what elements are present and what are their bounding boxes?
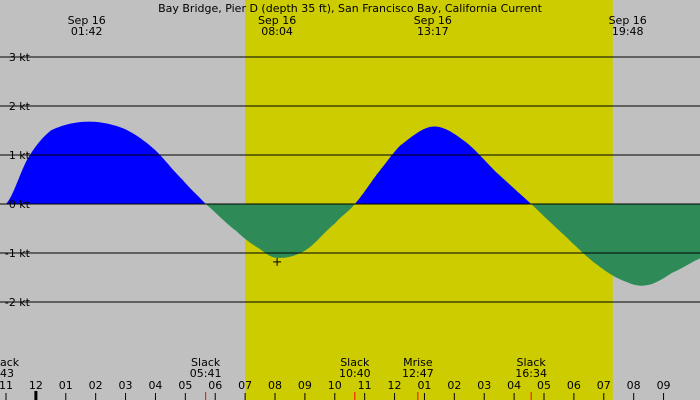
x-tick-label-12: 11 [358,379,372,392]
max-min-date-1: Sep 16 [258,14,296,27]
max-min-time-2: 13:17 [417,25,449,38]
max-min-date-3: Sep 16 [609,14,647,27]
max-min-time-0: 01:42 [71,25,103,38]
ebb-area-1 [205,204,355,258]
event-name-0: ack [0,356,20,369]
x-tick-label-13: 12 [388,379,402,392]
event-name-3: Mrise [403,356,433,369]
event-name-4: Slack [517,356,547,369]
x-tick-label-2: 01 [59,379,73,392]
x-tick-label-7: 06 [208,379,222,392]
chart-title: Bay Bridge, Pier D (depth 35 ft), San Fr… [158,2,543,15]
flood-area-0 [6,121,206,204]
y-axis: 3 kt 2 kt 1 kt 0 kt -1 kt -2 kt [5,51,31,309]
y-tick-label-2: 1 kt [9,149,31,162]
y-tick-label-4: -1 kt [5,247,31,260]
y-tick-label-0: 3 kt [9,51,31,64]
max-min-date-2: Sep 16 [414,14,452,27]
y-tick-label-5: -2 kt [5,296,31,309]
x-tick-label-20: 07 [597,379,611,392]
x-tick-label-16: 03 [477,379,491,392]
x-tick-label-22: 09 [657,379,671,392]
grid-lines [0,56,700,303]
max-min-time-3: 19:48 [612,25,644,38]
ebb-area-3 [531,204,700,286]
x-tick-label-4: 03 [119,379,133,392]
x-tick-label-11: 10 [328,379,342,392]
event-name-1: Slack [191,356,221,369]
event-time-0: 43 [0,367,14,380]
x-tick-label-6: 05 [178,379,192,392]
x-tick-label-15: 02 [447,379,461,392]
event-labels: ack43Slack05:41Slack10:40Mrise12:47Slack… [0,356,547,400]
flood-area-2 [354,126,532,204]
x-tick-label-19: 06 [567,379,581,392]
y-tick-label-3: 0 kt [9,198,31,211]
current-curve [6,121,700,286]
x-tick-label-9: 08 [268,379,282,392]
x-tick-label-3: 02 [89,379,103,392]
markers [273,257,282,266]
x-tick-label-8: 07 [238,379,252,392]
max-min-date-0: Sep 16 [68,14,106,27]
event-time-3: 12:47 [402,367,434,380]
x-tick-label-0: 11 [0,379,13,392]
x-tick-label-10: 09 [298,379,312,392]
event-time-1: 05:41 [190,367,222,380]
max-min-time-1: 08:04 [261,25,293,38]
x-tick-label-14: 01 [417,379,431,392]
x-tick-label-17: 04 [507,379,521,392]
x-tick-label-5: 04 [148,379,162,392]
event-time-2: 10:40 [339,367,371,380]
event-name-2: Slack [340,356,370,369]
x-axis: 11 12 01 02 03 04 05 06 07 08 09 10 11 12 01 02 03 04 05 06… [0,379,671,400]
y-tick-label-1: 2 kt [9,100,31,113]
x-tick-label-1: 12 [29,379,43,392]
x-tick-label-18: 05 [537,379,551,392]
event-time-4: 16:34 [515,367,547,380]
x-tick-label-21: 08 [627,379,641,392]
